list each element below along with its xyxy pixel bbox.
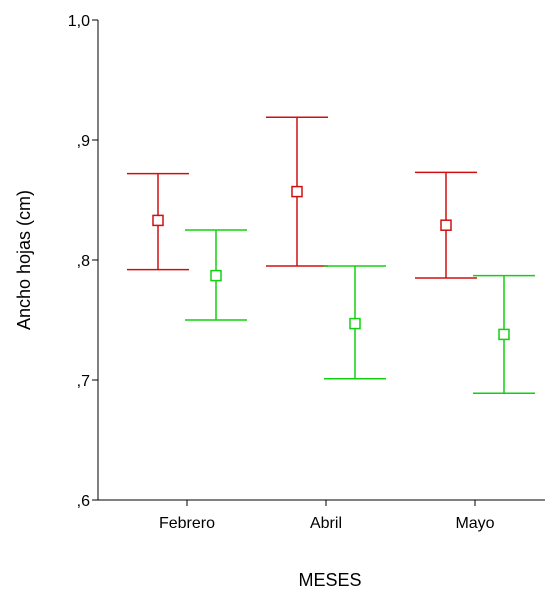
- error-bars: [127, 116, 535, 394]
- error-bar: [415, 171, 477, 279]
- mean-marker: [498, 328, 510, 341]
- y-tick-label: 1,0: [68, 13, 90, 30]
- x-tick-label: Febrero: [159, 515, 215, 532]
- mean-marker: [291, 185, 303, 198]
- error-bar: [473, 274, 535, 394]
- error-bar: [266, 116, 328, 267]
- mean-marker: [152, 214, 164, 227]
- x-ticks: Febrero Abril Mayo: [159, 500, 495, 532]
- mean-marker: [210, 269, 222, 282]
- x-axis-title: MESES: [298, 570, 361, 590]
- y-tick-label: ,9: [77, 133, 90, 150]
- mean-marker: [349, 317, 361, 330]
- y-tick-label: ,8: [77, 253, 90, 270]
- mean-marker: [440, 219, 452, 231]
- y-tick-label: ,6: [77, 493, 90, 510]
- y-ticks: ,6 ,7 ,8 ,9 1,0: [68, 13, 98, 510]
- error-bar: [127, 172, 189, 271]
- x-tick-label: Abril: [310, 515, 342, 532]
- x-tick-label: Mayo: [455, 515, 494, 532]
- y-axis-title: Ancho hojas (cm): [14, 190, 34, 330]
- axes: [97, 20, 545, 501]
- error-bar: [185, 229, 247, 321]
- y-tick-label: ,7: [77, 373, 90, 390]
- error-bar: [324, 265, 386, 380]
